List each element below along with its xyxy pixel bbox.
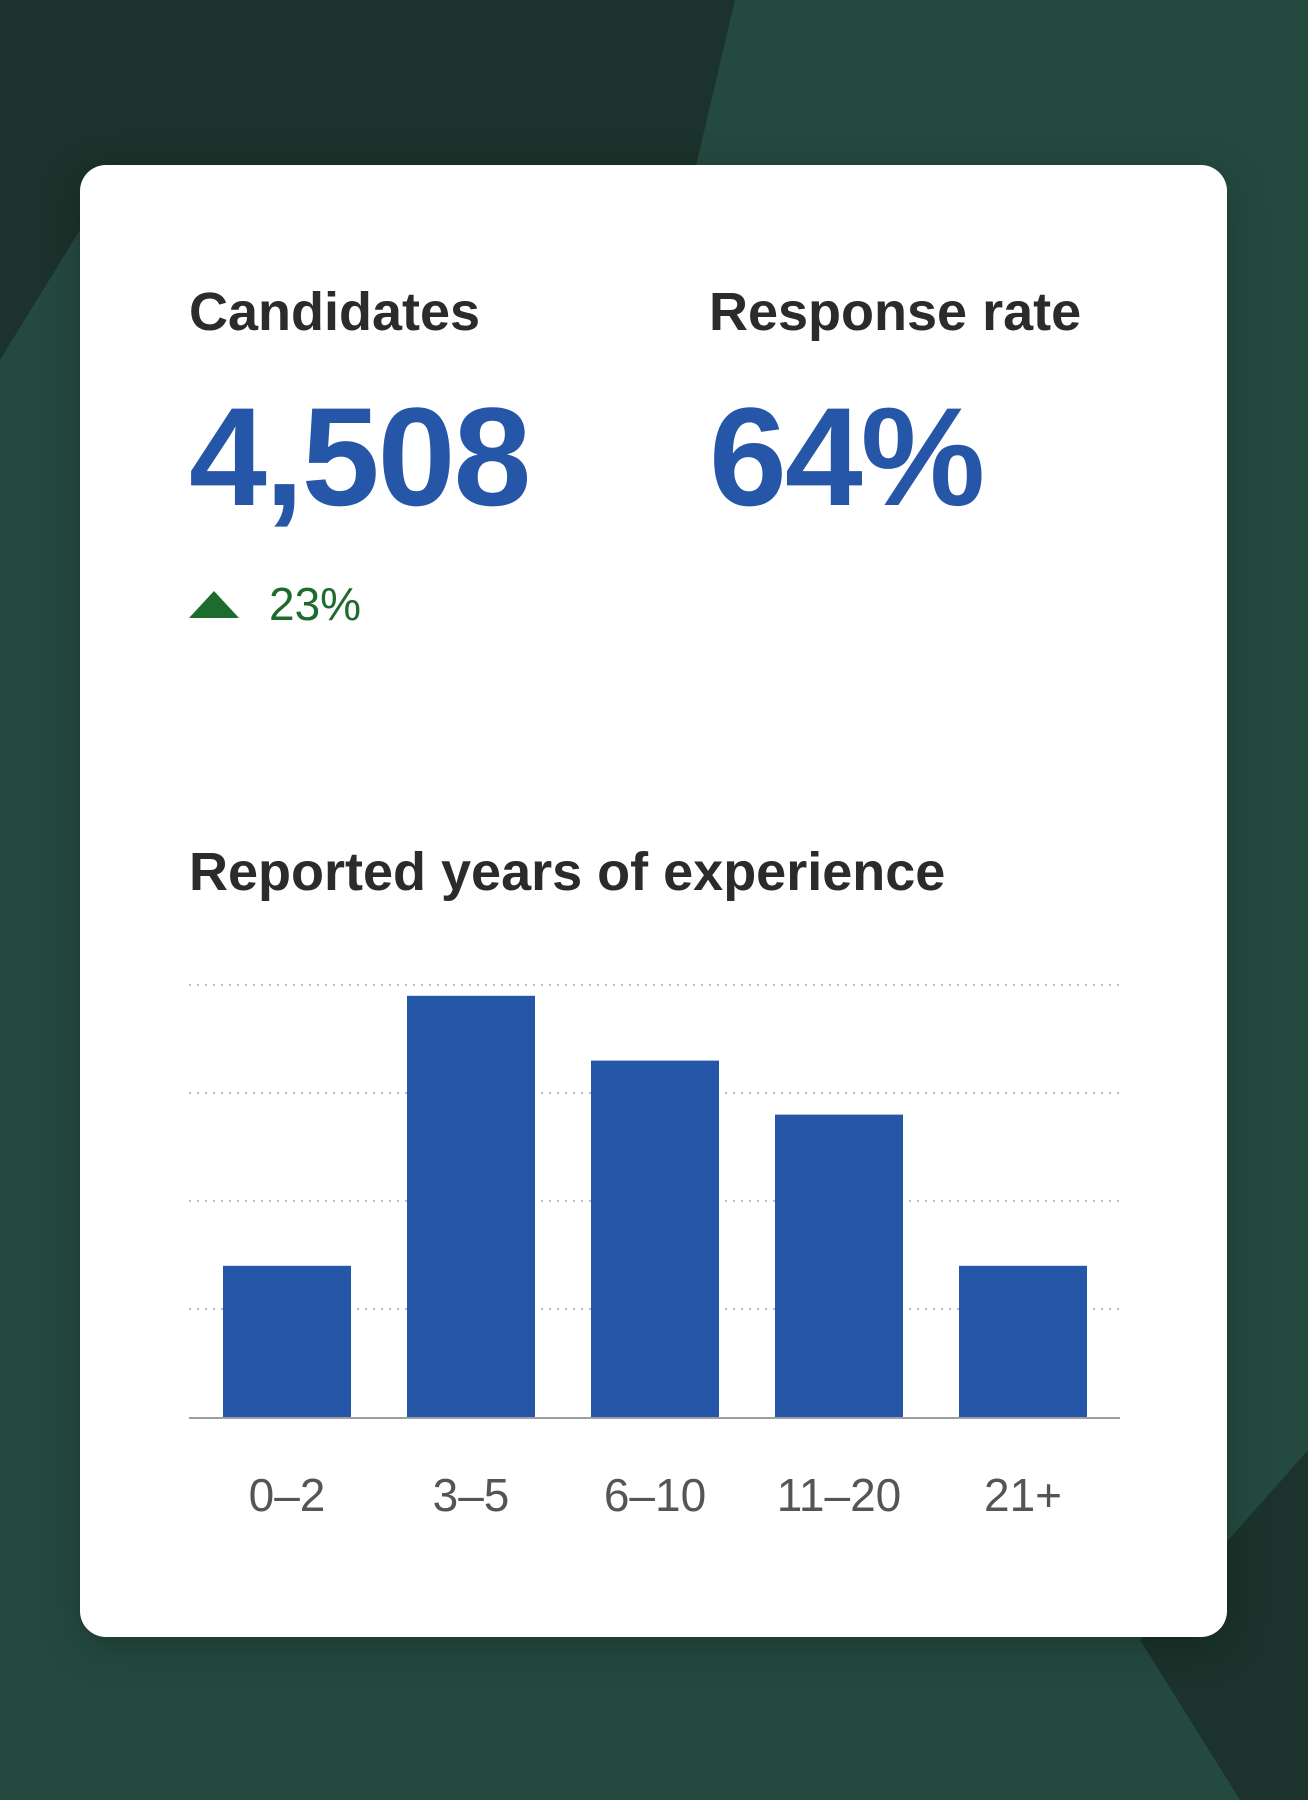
response-rate-stat: Response rate 64%	[709, 285, 1081, 527]
bar-4	[959, 1265, 1087, 1417]
candidates-label: Candidates	[189, 282, 481, 342]
x-tick-label: 0–2	[249, 1469, 326, 1521]
chart-title: Reported years of experience	[189, 842, 946, 902]
x-tick-label: 3–5	[433, 1469, 510, 1521]
experience-bar-chart: 0–2 3–5 6–10 11–20 21+	[189, 984, 1120, 1521]
candidates-value: 4,508	[189, 378, 531, 535]
bar-3	[775, 1114, 903, 1417]
bar-2	[591, 1060, 719, 1417]
candidates-stat: Candidates 4,508	[189, 282, 531, 535]
triangle-up-icon	[189, 590, 239, 618]
bar-0	[223, 1265, 351, 1417]
bar-1	[407, 995, 535, 1417]
candidates-delta: 23%	[189, 581, 361, 627]
response-rate-label: Response rate	[709, 282, 1082, 342]
x-tick-label: 6–10	[604, 1469, 706, 1521]
stats-card: Candidates 4,508 Response rate 64% 23% R…	[80, 165, 1227, 1637]
candidates-delta-value: 23%	[269, 578, 362, 630]
x-tick-label: 21+	[984, 1469, 1062, 1521]
response-rate-value: 64%	[709, 378, 985, 535]
x-tick-label: 11–20	[777, 1469, 902, 1521]
